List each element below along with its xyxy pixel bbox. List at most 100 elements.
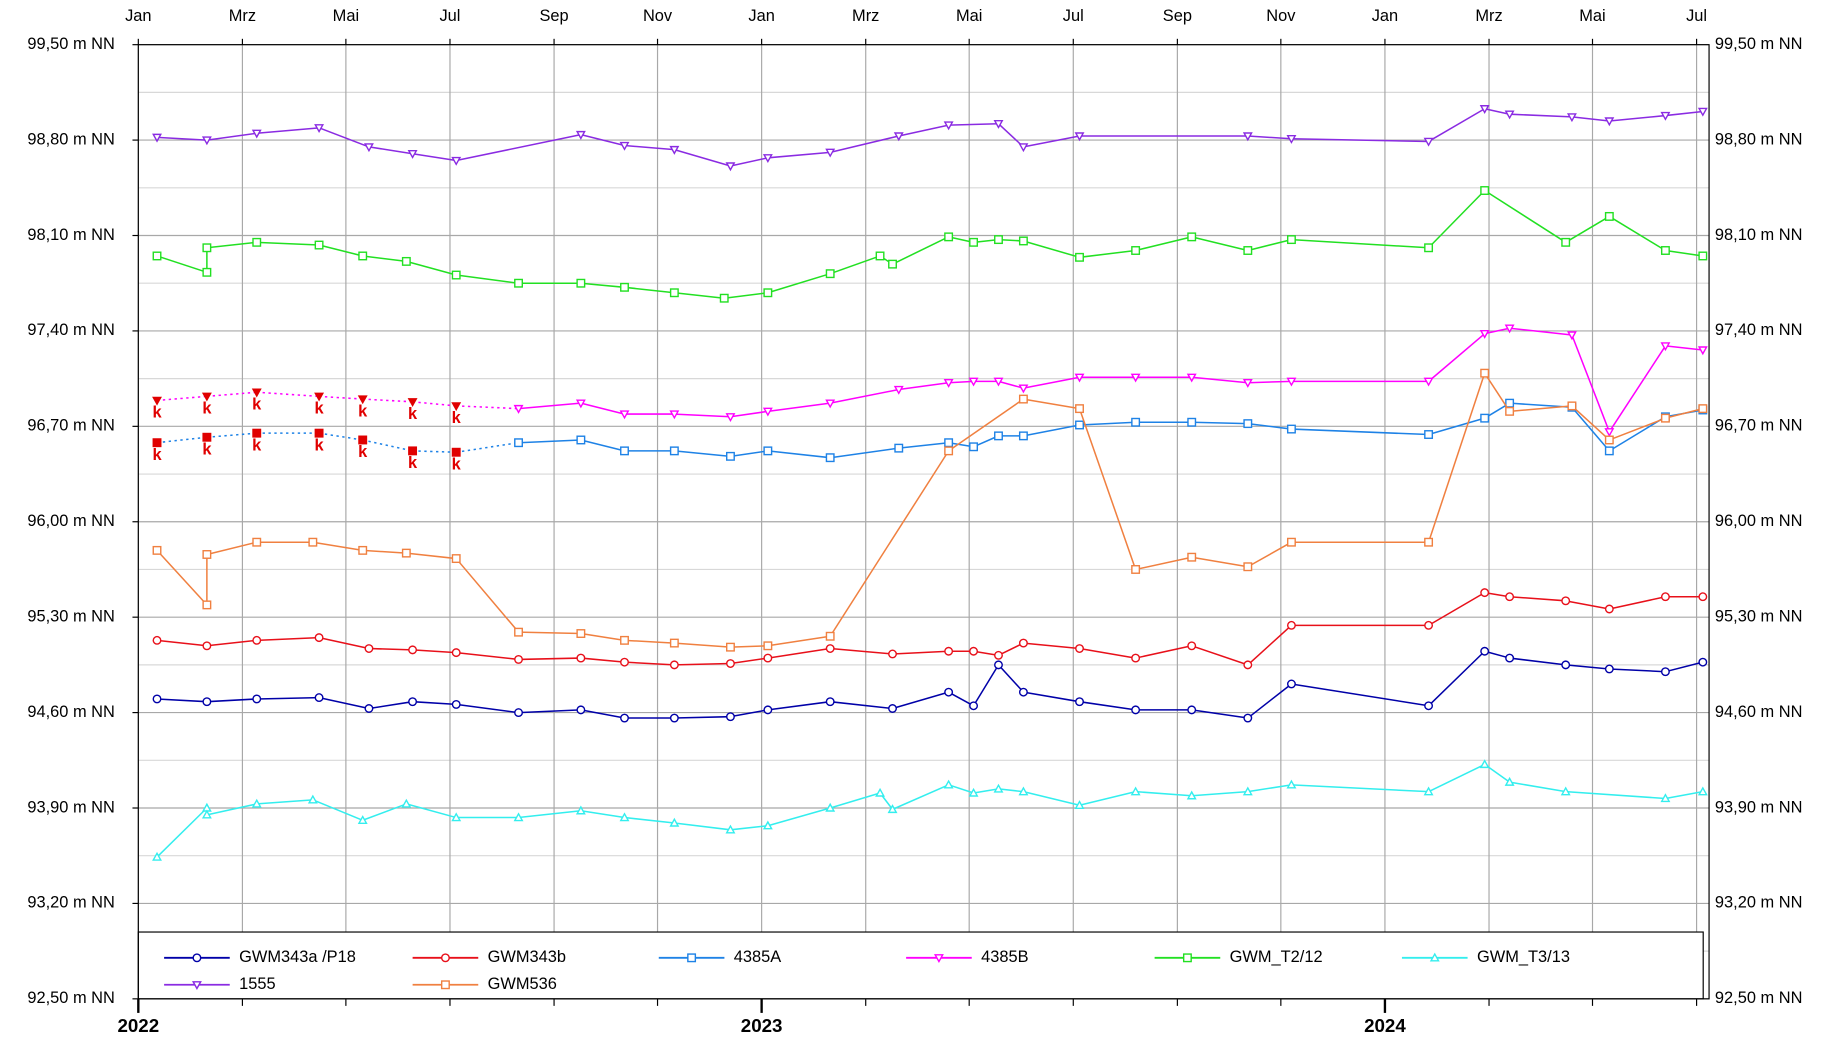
line-segment <box>674 450 731 458</box>
x-tick-label: Jul <box>1686 7 1707 25</box>
data-point <box>1243 419 1253 429</box>
data-point <box>1604 117 1615 127</box>
line-segment <box>892 691 949 710</box>
line-segment <box>1665 661 1704 673</box>
y2-tick-label: 98,80 m NN <box>1715 130 1803 148</box>
data-point <box>576 653 586 663</box>
line-segment <box>455 558 520 633</box>
line-segment <box>1428 189 1486 249</box>
line-segment <box>1135 790 1192 797</box>
data-point <box>251 798 262 808</box>
legend-marker <box>440 953 450 963</box>
line-segment <box>1247 238 1292 252</box>
data-point <box>314 392 325 402</box>
line-segment <box>156 255 208 274</box>
data-point <box>1018 431 1028 441</box>
legend-label: GWM343b <box>488 948 566 966</box>
line-segment <box>1571 116 1610 122</box>
data-point <box>725 824 736 834</box>
data-point <box>1242 786 1253 796</box>
line-segment <box>1484 107 1510 115</box>
line-segment <box>1665 249 1703 257</box>
line-segment <box>730 645 768 648</box>
x-tick-label: Jan <box>125 7 151 25</box>
line-segment <box>624 639 675 644</box>
data-point <box>763 641 773 651</box>
data-point <box>1131 653 1141 663</box>
data-point <box>825 148 836 158</box>
data-point <box>875 787 886 797</box>
x-tick-label: Nov <box>1266 7 1296 25</box>
point-label: k <box>315 436 325 454</box>
line-segment <box>1509 595 1566 602</box>
data-point <box>575 399 586 409</box>
data-point <box>314 633 324 643</box>
point-label: k <box>252 436 262 454</box>
line-segment <box>1191 376 1248 384</box>
dotted-segment <box>456 405 519 410</box>
line-segment <box>1191 556 1248 568</box>
line-segment <box>624 286 675 294</box>
line-segment <box>674 715 731 719</box>
data-point <box>576 435 586 445</box>
point-label: k <box>452 409 462 427</box>
line-segment <box>1609 595 1666 610</box>
data-point <box>993 120 1004 129</box>
data-point <box>762 407 773 417</box>
data-point <box>202 243 212 253</box>
data-point <box>202 697 212 707</box>
data-point <box>307 794 318 804</box>
data-point <box>202 267 212 277</box>
line-segment <box>1023 240 1080 259</box>
data-point <box>825 399 836 409</box>
line-segment <box>674 662 731 666</box>
data-point <box>1187 552 1197 562</box>
point-label: k <box>152 446 162 464</box>
y-tick-label: 95,30 m NN <box>27 608 115 626</box>
point-label: k <box>315 400 325 418</box>
point-label: k <box>358 402 368 420</box>
dotted-segment <box>206 391 257 398</box>
data-point <box>1074 800 1085 809</box>
line-segment <box>518 709 581 714</box>
line-segment <box>518 809 581 819</box>
year-label: 2022 <box>117 1015 159 1036</box>
data-point <box>943 121 954 131</box>
line-segment <box>1609 114 1666 122</box>
data-point <box>1480 186 1490 195</box>
data-point <box>513 812 524 822</box>
line-segment <box>318 696 370 710</box>
data-point <box>943 779 954 789</box>
data-point <box>451 554 461 564</box>
legend-label: GWM343a /P18 <box>239 948 356 966</box>
line-segment <box>998 380 1024 389</box>
data-point <box>152 694 162 704</box>
data-point <box>575 805 586 815</box>
data-point <box>669 288 679 298</box>
line-segment <box>1565 790 1666 800</box>
data-point <box>251 129 262 139</box>
line-segment <box>256 696 320 700</box>
line-segment <box>206 132 257 141</box>
line-segment <box>362 549 407 554</box>
line-segment <box>674 148 731 167</box>
data-point <box>1018 687 1028 697</box>
line-segment <box>829 792 881 809</box>
line-segment <box>1665 110 1703 117</box>
line-segment <box>730 657 768 665</box>
line-segment <box>256 241 320 246</box>
data-point <box>893 385 904 395</box>
line-segment <box>1079 647 1136 659</box>
data-point <box>575 130 586 140</box>
line-segment <box>1608 345 1667 433</box>
data-point <box>968 787 979 797</box>
line-segment <box>1571 334 1611 433</box>
data-point <box>358 251 368 261</box>
axes: 92,50 m NN 92,50 m NN 93,20 m NN 93,20 m NN… <box>27 7 1802 1036</box>
y-tick-label: 92,50 m NN <box>27 989 115 1007</box>
data-point <box>201 392 212 402</box>
dotted-segment <box>156 395 207 402</box>
line-segment <box>1665 790 1703 800</box>
dotted-segment <box>412 401 457 407</box>
